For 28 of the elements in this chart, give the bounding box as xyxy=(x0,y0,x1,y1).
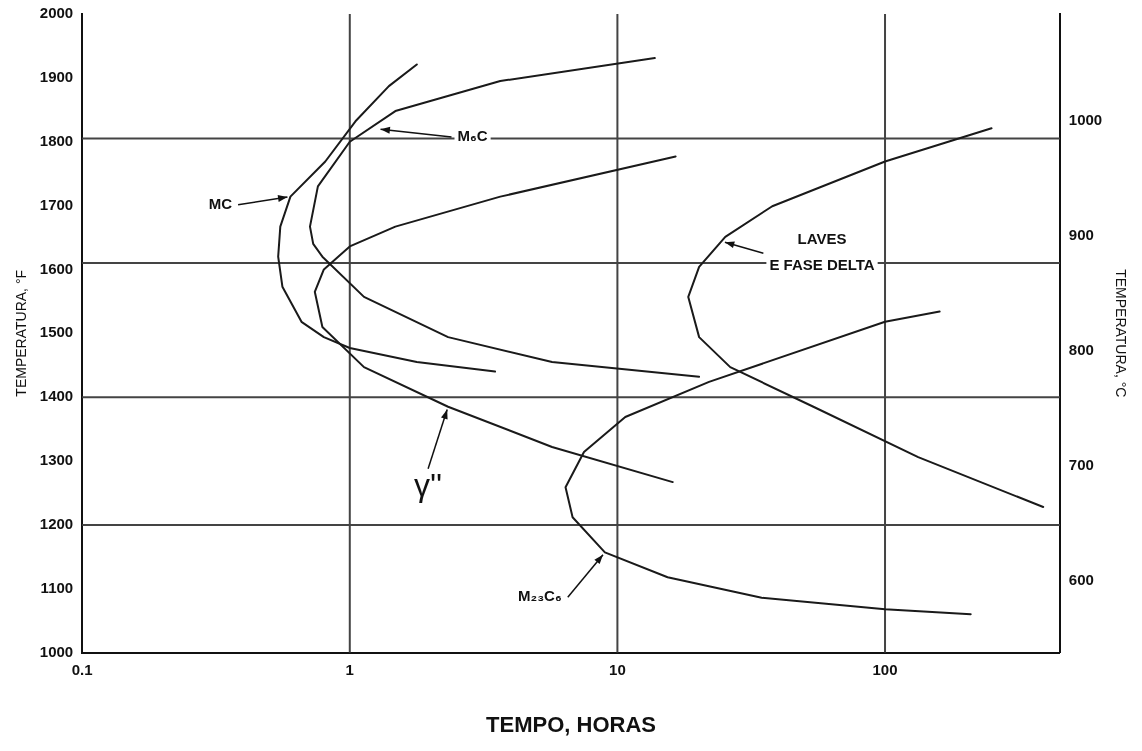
x-tick-label: 100 xyxy=(872,660,898,678)
x-axis-title: TEMPO, HORAS xyxy=(486,711,656,737)
y2-tick-label: 900 xyxy=(1068,226,1094,244)
x-tick-label: 10 xyxy=(609,660,626,678)
annotation: LAVES E FASE DELTA xyxy=(769,230,875,274)
annotation: γ'' xyxy=(413,466,443,503)
x-tick-label: 0.1 xyxy=(71,660,93,678)
y2-tick-label: 800 xyxy=(1068,341,1094,359)
y-tick-label: 1000 xyxy=(39,642,74,660)
y-tick-label: 1300 xyxy=(39,451,74,469)
x-tick-label: 1 xyxy=(345,660,354,678)
y-tick-label: 1800 xyxy=(39,131,74,149)
y-tick-label: 1700 xyxy=(39,195,74,213)
y-tick-label: 1500 xyxy=(39,323,74,341)
y2-tick-label: 600 xyxy=(1068,571,1094,589)
y-tick-label: 1600 xyxy=(39,259,74,277)
y-tick-label: 1900 xyxy=(39,68,74,85)
y2-axis-title: TEMPERATURA, °C xyxy=(1112,269,1129,398)
y-axis-title: TEMPERATURA, °F xyxy=(13,269,30,397)
annotation: M₂₃C₆ xyxy=(518,587,562,605)
y2-tick-label: 700 xyxy=(1068,456,1094,474)
annotation: M₆C xyxy=(457,127,488,145)
y-tick-label: 2000 xyxy=(39,4,74,22)
y2-tick-label: 1000 xyxy=(1068,111,1103,129)
y-tick-label: 1100 xyxy=(40,578,74,596)
y-tick-label: 1200 xyxy=(39,515,74,533)
annotation: MC xyxy=(208,194,233,212)
y-tick-label: 1400 xyxy=(39,387,74,405)
